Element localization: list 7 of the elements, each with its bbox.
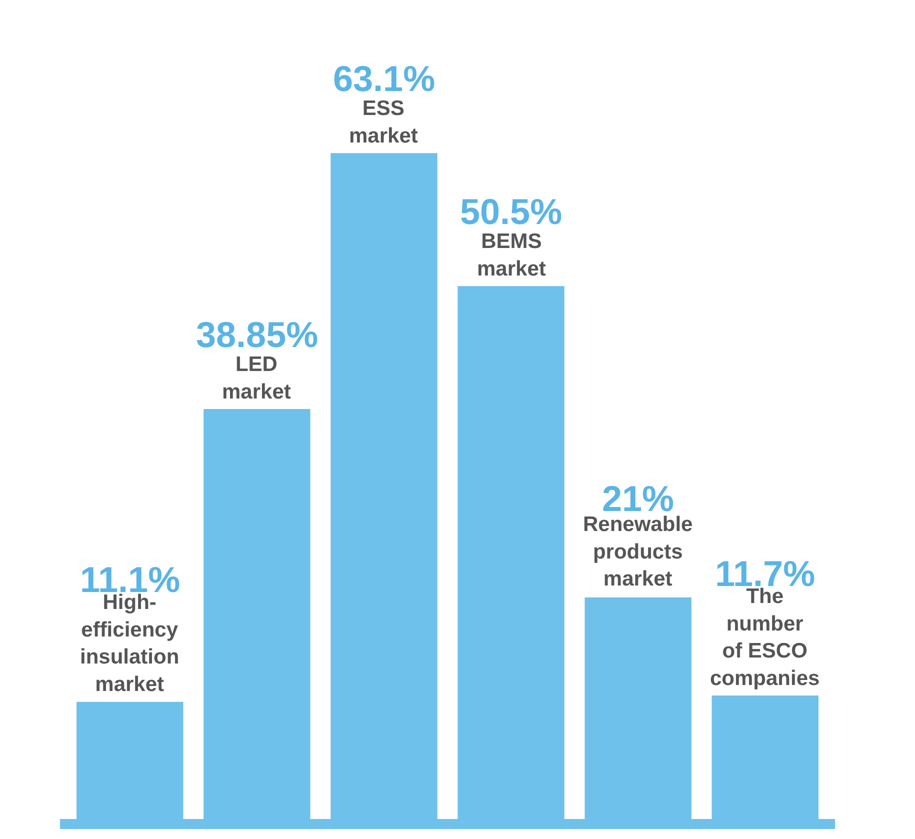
x-tick-label: BEMS market (477, 230, 546, 280)
x-tick-label: LED market (222, 353, 291, 404)
data-label: 38.85% (196, 314, 318, 355)
data-label: 63.1% (333, 58, 436, 99)
x-tick-label: ESS market (349, 97, 418, 148)
x-tick-label: Renewable products market (583, 513, 693, 591)
data-label: 50.5% (460, 191, 562, 232)
